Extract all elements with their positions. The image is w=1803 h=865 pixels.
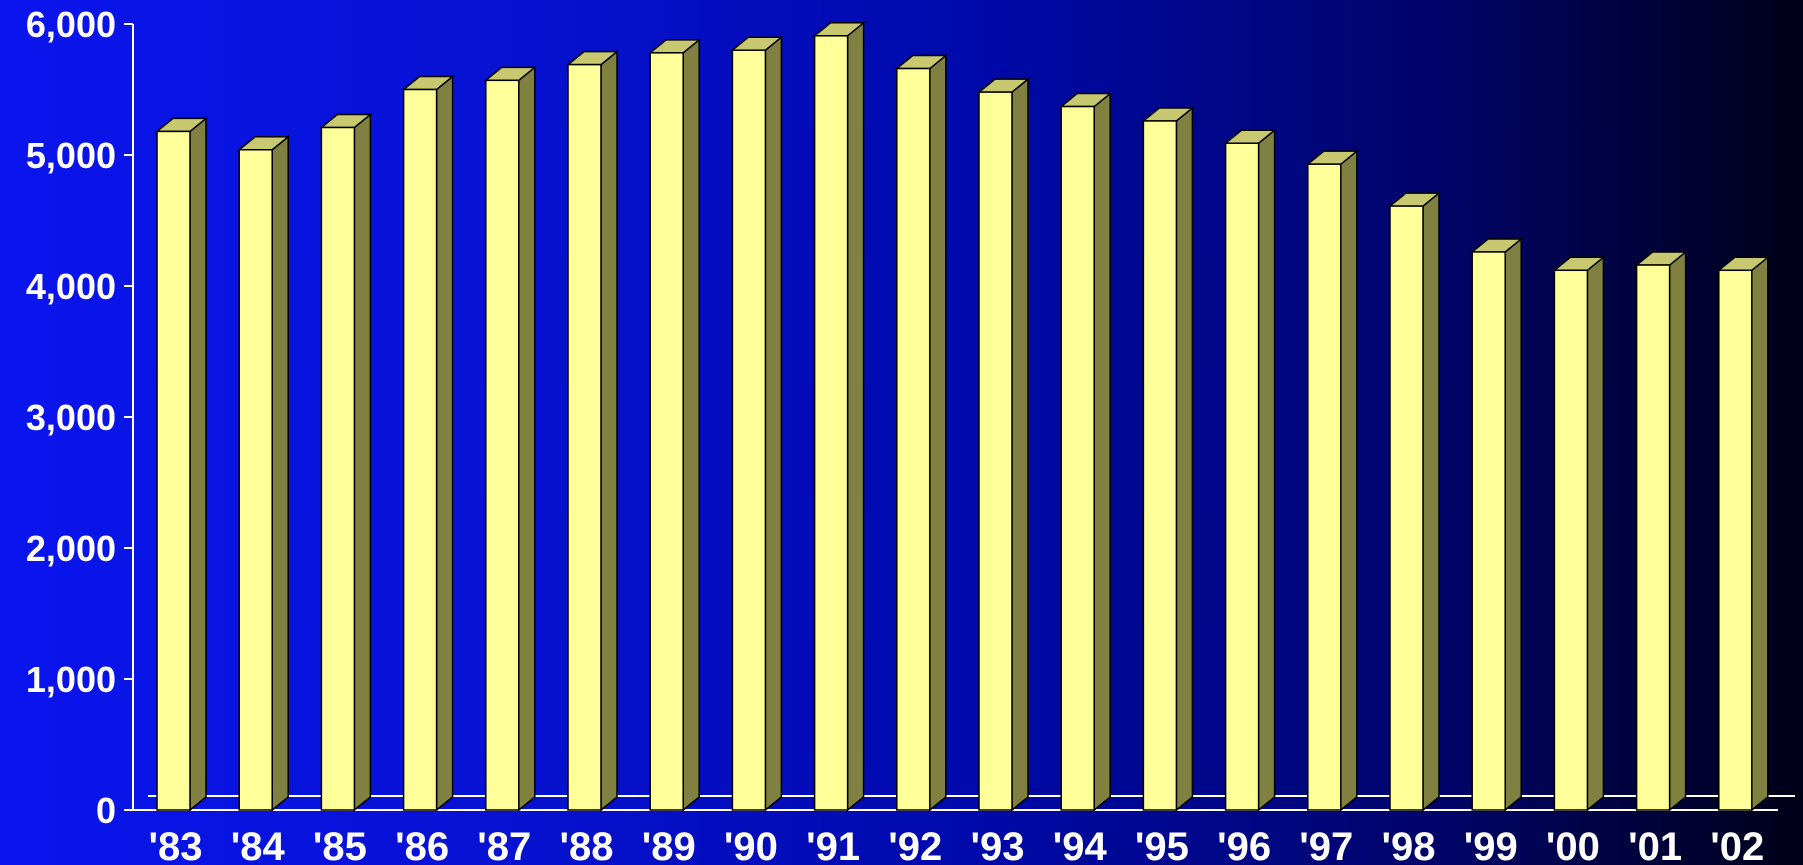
- bar-front: [485, 79, 520, 811]
- x-tick-label: '02: [1710, 825, 1764, 865]
- bar: [730, 35, 784, 812]
- bar: [812, 21, 866, 812]
- bar-front: [1635, 264, 1671, 811]
- bar-side: [1504, 237, 1522, 812]
- x-tick-label: '94: [1053, 825, 1108, 865]
- x-tick-label: '95: [1135, 825, 1189, 865]
- y-tick-label: 4,000: [26, 266, 116, 307]
- bar-side: [1093, 91, 1111, 812]
- bar: [237, 135, 291, 812]
- x-tick-label: '90: [724, 825, 778, 865]
- x-tick-label: '98: [1381, 825, 1435, 865]
- x-tick-label: '86: [395, 825, 449, 865]
- bar-side: [353, 112, 372, 812]
- x-tick-label: '96: [1217, 825, 1271, 865]
- bar-side: [435, 74, 454, 812]
- bar-side: [1586, 255, 1605, 812]
- x-tick-label: '88: [559, 825, 613, 865]
- x-tick-label: '93: [970, 825, 1024, 865]
- bar: [1470, 237, 1524, 812]
- bar: [565, 50, 620, 812]
- bar: [483, 65, 537, 812]
- bar-front: [238, 149, 273, 811]
- bar-front: [402, 88, 438, 811]
- bar-side: [1422, 191, 1440, 812]
- bar-front: [567, 63, 602, 811]
- bar: [1059, 91, 1113, 812]
- x-tick-label: '83: [148, 825, 202, 865]
- y-tick-label: 5,000: [26, 135, 116, 176]
- bar-side: [1257, 128, 1276, 812]
- bar-front: [1142, 120, 1178, 811]
- bar-side: [1668, 250, 1687, 812]
- bar: [1716, 255, 1770, 812]
- bar: [401, 74, 455, 812]
- bar-side: [600, 50, 618, 812]
- bar-side: [1011, 77, 1029, 812]
- bar-side: [764, 35, 783, 812]
- bar-front: [320, 126, 356, 811]
- x-axis-labels: '83 '84 '85 '86 '87 '88 '89 '90 '91 '92 '93 '94 '95 '…: [148, 825, 1764, 865]
- y-tick-label: 2,000: [26, 528, 116, 569]
- bar-side: [271, 135, 289, 812]
- bar-front: [1060, 105, 1095, 811]
- x-tick-label: '85: [313, 825, 367, 865]
- bar: [976, 77, 1031, 812]
- x-tick-label: '99: [1464, 825, 1518, 865]
- bar: [1552, 255, 1606, 812]
- bar-series: [154, 21, 1770, 812]
- x-tick-label: '84: [231, 825, 286, 865]
- bar-front: [896, 67, 931, 811]
- bar: [319, 112, 373, 812]
- bar-front: [731, 49, 767, 811]
- bar: [154, 116, 209, 812]
- bar-front: [1224, 142, 1260, 811]
- bar-side: [189, 116, 207, 812]
- y-tick-label: 3,000: [26, 397, 116, 438]
- bar-side: [1751, 255, 1769, 812]
- bar-side: [929, 53, 947, 812]
- x-tick-label: '92: [888, 825, 942, 865]
- bar: [894, 53, 948, 812]
- y-tick-label: 1,000: [26, 659, 116, 700]
- bar-side: [518, 65, 536, 812]
- bar-front: [1307, 163, 1342, 811]
- x-tick-label: '00: [1546, 825, 1600, 865]
- bar-front: [1718, 269, 1753, 811]
- bar: [1223, 128, 1277, 812]
- bar: [1141, 106, 1195, 812]
- bar-side: [1175, 106, 1194, 812]
- x-tick-label: '89: [642, 825, 696, 865]
- bar: [648, 38, 702, 812]
- bar: [1387, 191, 1442, 812]
- bar-front: [1471, 251, 1506, 811]
- bar-side: [1340, 149, 1358, 812]
- chart-floor: [133, 795, 1795, 811]
- bar-side: [682, 38, 700, 812]
- bar: [1634, 250, 1688, 812]
- x-tick-label: '87: [477, 825, 531, 865]
- bar-front: [649, 52, 684, 811]
- x-tick-label: '01: [1628, 825, 1682, 865]
- bar-front: [1553, 269, 1589, 811]
- bar-side: [846, 21, 865, 812]
- x-tick-label: '97: [1299, 825, 1353, 865]
- y-tick-label: 0: [96, 790, 116, 831]
- bar-front: [156, 130, 191, 811]
- bar-front: [1389, 205, 1424, 811]
- x-tick-label: '91: [806, 825, 860, 865]
- bar-front: [813, 35, 849, 811]
- bar: [1305, 149, 1359, 812]
- y-axis: 0 1,000 2,000 3,000 4,000 5,000 6,000: [26, 4, 134, 831]
- y-tick-label: 6,000: [26, 4, 116, 45]
- bar-front: [978, 91, 1013, 811]
